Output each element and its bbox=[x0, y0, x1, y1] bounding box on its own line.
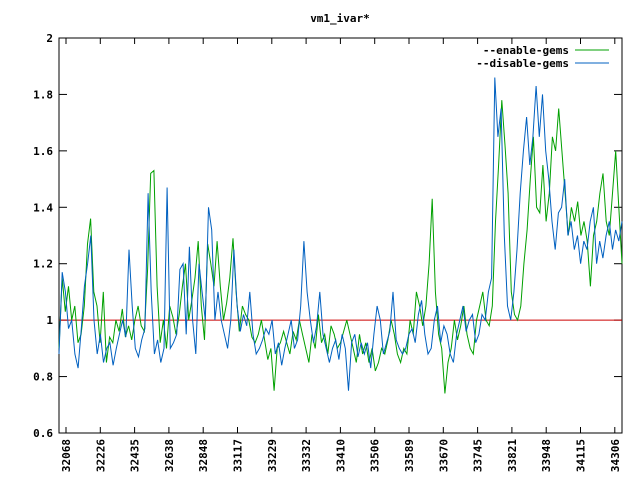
chart-title: vm1_ivar* bbox=[310, 12, 370, 25]
y-tick-label: 0.8 bbox=[33, 371, 53, 384]
y-tick-label: 1.8 bbox=[33, 88, 53, 101]
x-tick-label: 34115 bbox=[575, 439, 588, 472]
legend: --enable-gems--disable-gems bbox=[476, 44, 609, 70]
x-tick-label: 32638 bbox=[163, 439, 176, 472]
x-tick-label: 33506 bbox=[369, 439, 382, 472]
series-line-enable-gems bbox=[58, 100, 623, 394]
x-tick-label: 32435 bbox=[129, 439, 142, 472]
y-axis: 0.6 0.8 1 1.2 1.4 1.6 1.8 2 bbox=[33, 32, 622, 440]
x-axis: 32068 32226 32435 32638 32848 33117 33229 33332… bbox=[60, 38, 622, 472]
x-tick-label: 34306 bbox=[609, 439, 622, 472]
y-tick-label: 1.2 bbox=[33, 258, 53, 271]
y-tick-label: 1 bbox=[46, 314, 53, 327]
y-tick-label: 1.6 bbox=[33, 145, 53, 158]
x-tick-label: 33117 bbox=[232, 439, 245, 472]
legend-label: --disable-gems bbox=[476, 57, 569, 70]
series-line-disable-gems bbox=[58, 77, 623, 391]
x-tick-label: 33670 bbox=[437, 439, 450, 472]
series-layer bbox=[58, 77, 623, 394]
x-tick-label: 33589 bbox=[403, 439, 416, 472]
x-tick-label: 33948 bbox=[540, 439, 553, 472]
x-tick-label: 33410 bbox=[334, 439, 347, 472]
x-tick-label: 32226 bbox=[94, 439, 107, 472]
y-tick-label: 0.6 bbox=[33, 427, 53, 440]
legend-label: --enable-gems bbox=[483, 44, 569, 57]
x-tick-label: 33229 bbox=[266, 439, 279, 472]
x-tick-label: 33821 bbox=[506, 439, 519, 472]
x-tick-label: 33332 bbox=[300, 439, 313, 472]
x-tick-label: 32848 bbox=[197, 439, 210, 472]
x-tick-label: 32068 bbox=[60, 439, 73, 472]
x-tick-label: 33745 bbox=[472, 439, 485, 472]
plot-frame bbox=[58, 37, 623, 434]
y-tick-label: 2 bbox=[46, 32, 53, 45]
y-tick-label: 1.4 bbox=[33, 201, 53, 214]
